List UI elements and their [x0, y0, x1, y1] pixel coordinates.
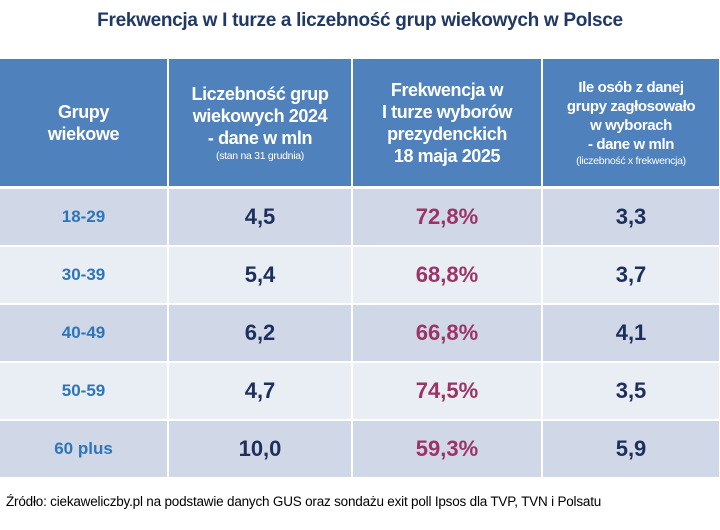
age-group-cell: 30-39 [0, 246, 169, 305]
header-age-groups: Grupy wiekowe [0, 59, 169, 189]
table-row: 30-39 5,4 68,8% 3,7 [0, 246, 720, 305]
age-group-cell: 40-49 [0, 304, 169, 363]
turnout-cell: 68,8% [351, 246, 543, 305]
header-population: Liczebność grup wiekowych 2024- dane w ml… [167, 59, 353, 189]
turnout-cell: 66,8% [351, 304, 543, 363]
header-population-note: (stan na 31 grudnia) [216, 149, 304, 162]
header-voters: Ile osób z danej grupy zagłosowało w wybor… [541, 59, 720, 189]
age-group-cell: 18-29 [0, 187, 169, 247]
header-row: Grupy wiekowe Liczebność grup wiekowych 20… [0, 59, 720, 189]
source-note: Źródło: ciekaweliczby.pl na podstawie da… [6, 494, 602, 509]
age-group-cell: 60 plus [0, 420, 169, 479]
table-row: 60 plus 10,0 59,3% 5,9 [0, 420, 720, 479]
voters-cell: 4,1 [541, 304, 720, 363]
population-cell: 6,2 [167, 304, 353, 363]
table-row: 50-59 4,7 74,5% 3,5 [0, 362, 720, 421]
voters-cell: 3,3 [541, 187, 720, 247]
turnout-cell: 72,8% [351, 187, 543, 247]
header-voters-note: (liczebność x frekwencja) [576, 154, 686, 167]
table-row: 40-49 6,2 66,8% 4,1 [0, 304, 720, 363]
voters-cell: 3,7 [541, 246, 720, 305]
data-table: Grupy wiekowe Liczebność grup wiekowych 20… [0, 59, 720, 479]
population-cell: 10,0 [167, 420, 353, 479]
population-cell: 4,7 [167, 362, 353, 421]
chart-title: Frekwencja w I turze a liczebność grup w… [97, 10, 623, 31]
table-row: 18-29 4,5 72,8% 3,3 [0, 187, 720, 247]
turnout-cell: 59,3% [351, 420, 543, 479]
population-cell: 5,4 [167, 246, 353, 305]
age-group-cell: 50-59 [0, 362, 169, 421]
turnout-cell: 74,5% [351, 362, 543, 421]
voters-cell: 3,5 [541, 362, 720, 421]
voters-cell: 5,9 [541, 420, 720, 479]
population-cell: 4,5 [167, 187, 353, 247]
